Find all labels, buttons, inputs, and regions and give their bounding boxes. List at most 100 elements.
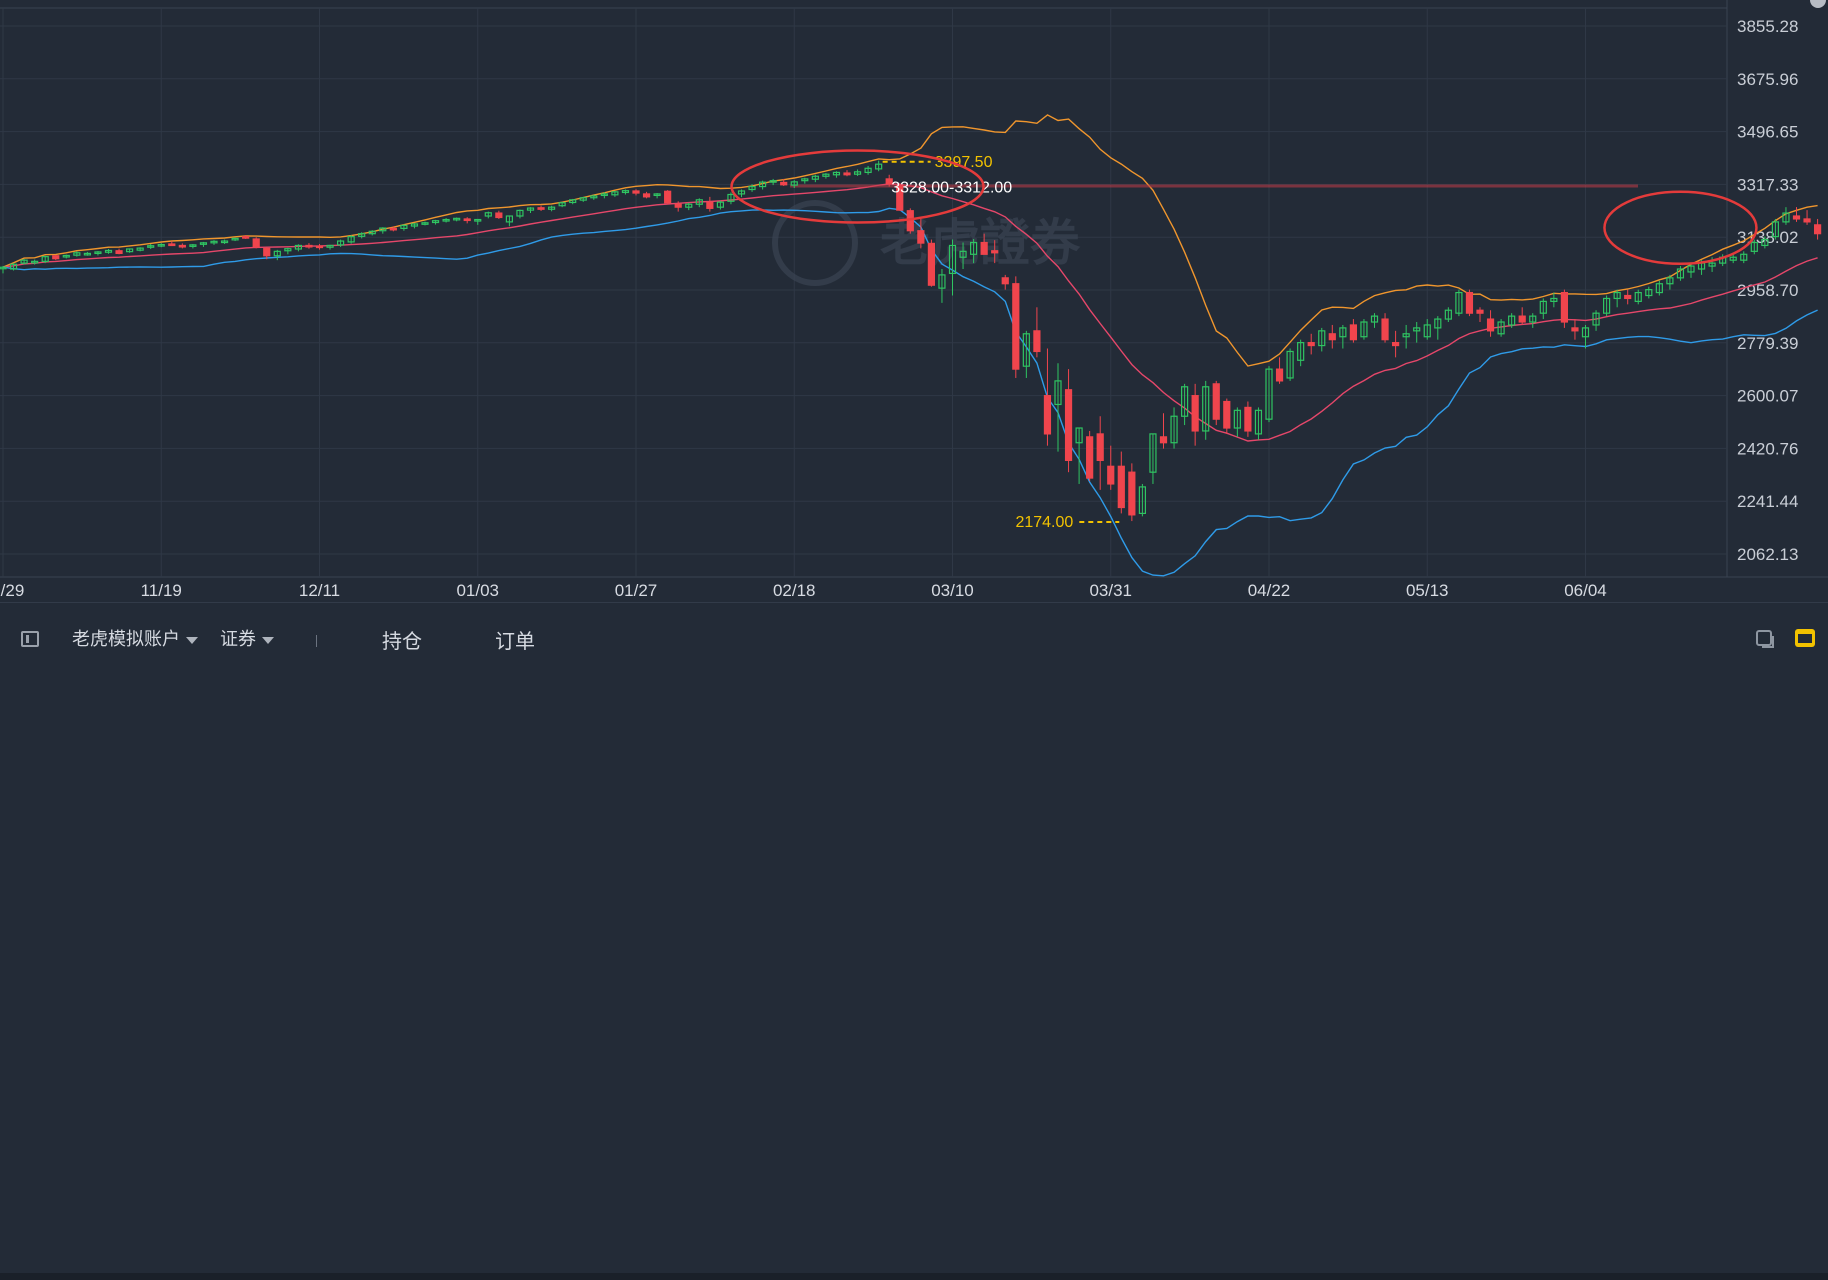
candle-body [547, 206, 556, 210]
candle-body [1529, 315, 1537, 323]
y-tick-label: 2600.07 [1737, 387, 1798, 406]
x-tick-label: 05/13 [1406, 581, 1449, 600]
candle-body [948, 244, 957, 275]
account-selector[interactable]: 老虎模拟账户 [72, 625, 198, 651]
x-tick-label: 04/22 [1248, 581, 1291, 600]
candle-body [917, 230, 925, 244]
candle-body [242, 236, 250, 239]
candle-body [579, 197, 587, 201]
candle-body [147, 245, 155, 248]
highlight-ellipse-right [1603, 190, 1758, 266]
candle-body [1075, 427, 1083, 444]
corner-icon [1810, 0, 1826, 8]
candle-body [1571, 327, 1579, 332]
candle-body [1518, 315, 1526, 323]
y-tick-label: 3496.65 [1737, 123, 1798, 142]
candle-body [73, 252, 81, 256]
candle-body [1043, 395, 1052, 435]
candle-body [1465, 291, 1474, 314]
candle-body [1212, 383, 1220, 420]
candle-body [410, 223, 419, 227]
candle-body [1297, 342, 1305, 361]
candle-body [1444, 309, 1452, 320]
candle-body [474, 218, 482, 222]
candle-body [685, 203, 693, 208]
candle-body [210, 240, 218, 244]
candle-body [1645, 289, 1653, 297]
candle-body [1159, 436, 1168, 444]
candle-body [1634, 291, 1642, 302]
candle-body [674, 203, 682, 208]
candle-body [1391, 342, 1400, 347]
candle-body [1729, 256, 1737, 261]
candle-body [959, 250, 967, 258]
candle-body [611, 191, 619, 196]
security-type-selector[interactable]: 证券 [220, 625, 274, 651]
candle-body [1096, 433, 1104, 462]
candle-body [938, 274, 946, 289]
candle-body [20, 259, 28, 264]
candle-body [104, 249, 113, 253]
candle-body [9, 263, 18, 270]
candle-body [1486, 318, 1495, 332]
candle-body [1708, 262, 1716, 267]
candle-body [600, 193, 608, 197]
candle-body [980, 241, 988, 255]
candle-body [1792, 215, 1801, 220]
candle-body [558, 202, 566, 207]
candle-body [1128, 471, 1136, 516]
divider [316, 635, 317, 647]
candle-body [1086, 436, 1094, 479]
candle-body [1107, 465, 1115, 485]
candle-body [231, 237, 239, 241]
candle-body [368, 230, 376, 235]
candle-body [853, 171, 862, 175]
candle-body [505, 215, 513, 223]
candle-body [41, 256, 49, 262]
candle-body [0, 266, 7, 270]
candle-body [326, 244, 334, 248]
panel-layout-icon[interactable] [1795, 629, 1815, 647]
candle-body [1413, 327, 1421, 332]
candle-body [1064, 389, 1073, 462]
candle-body [1328, 333, 1336, 341]
candle-body [442, 218, 450, 222]
x-tick-label: 03/10 [931, 581, 974, 600]
highlight-ellipse-top [730, 149, 985, 224]
candle-body [421, 222, 429, 225]
tab-holdings[interactable]: 持仓 [382, 631, 422, 653]
sidebar-toggle-icon[interactable] [21, 631, 39, 647]
y-tick-label: 2241.44 [1737, 492, 1798, 511]
candle-body [305, 244, 313, 248]
candle-body [1539, 300, 1547, 314]
candle-body [294, 244, 302, 250]
candle-body [263, 247, 271, 257]
candle-body [1244, 406, 1252, 432]
candle-body [358, 233, 366, 237]
candle-body [716, 201, 725, 208]
candle-body [1782, 212, 1790, 223]
candle-body [115, 250, 123, 255]
y-tick-label: 3675.96 [1737, 70, 1798, 89]
candle-body [927, 242, 936, 286]
x-tick-label: 11/19 [141, 581, 182, 600]
y-tick-label: 2958.70 [1737, 281, 1798, 300]
candle-body [590, 195, 598, 199]
chart-canvas[interactable]: 3855.283675.963496.653317.333138.022958.… [0, 0, 1828, 602]
x-tick-label: 06/04 [1564, 581, 1607, 600]
candle-body [896, 185, 904, 211]
candle-body [1170, 415, 1178, 444]
candle-body [1275, 368, 1284, 382]
candlestick-chart[interactable]: 3855.28 3675.96 3496.65 3317.33 3138.02 2958.… [0, 0, 1828, 602]
candle-body [1349, 324, 1358, 341]
window-icon[interactable] [1756, 630, 1774, 648]
candle-body [1655, 283, 1663, 294]
candle-body [969, 241, 978, 255]
candle-body [864, 167, 872, 174]
tab-orders[interactable]: 订单 [495, 631, 535, 653]
candle-body [1265, 368, 1273, 420]
candle-body [1223, 400, 1231, 429]
candle-body [1803, 218, 1811, 223]
candle-body [389, 227, 397, 231]
candle-body [1307, 342, 1315, 347]
